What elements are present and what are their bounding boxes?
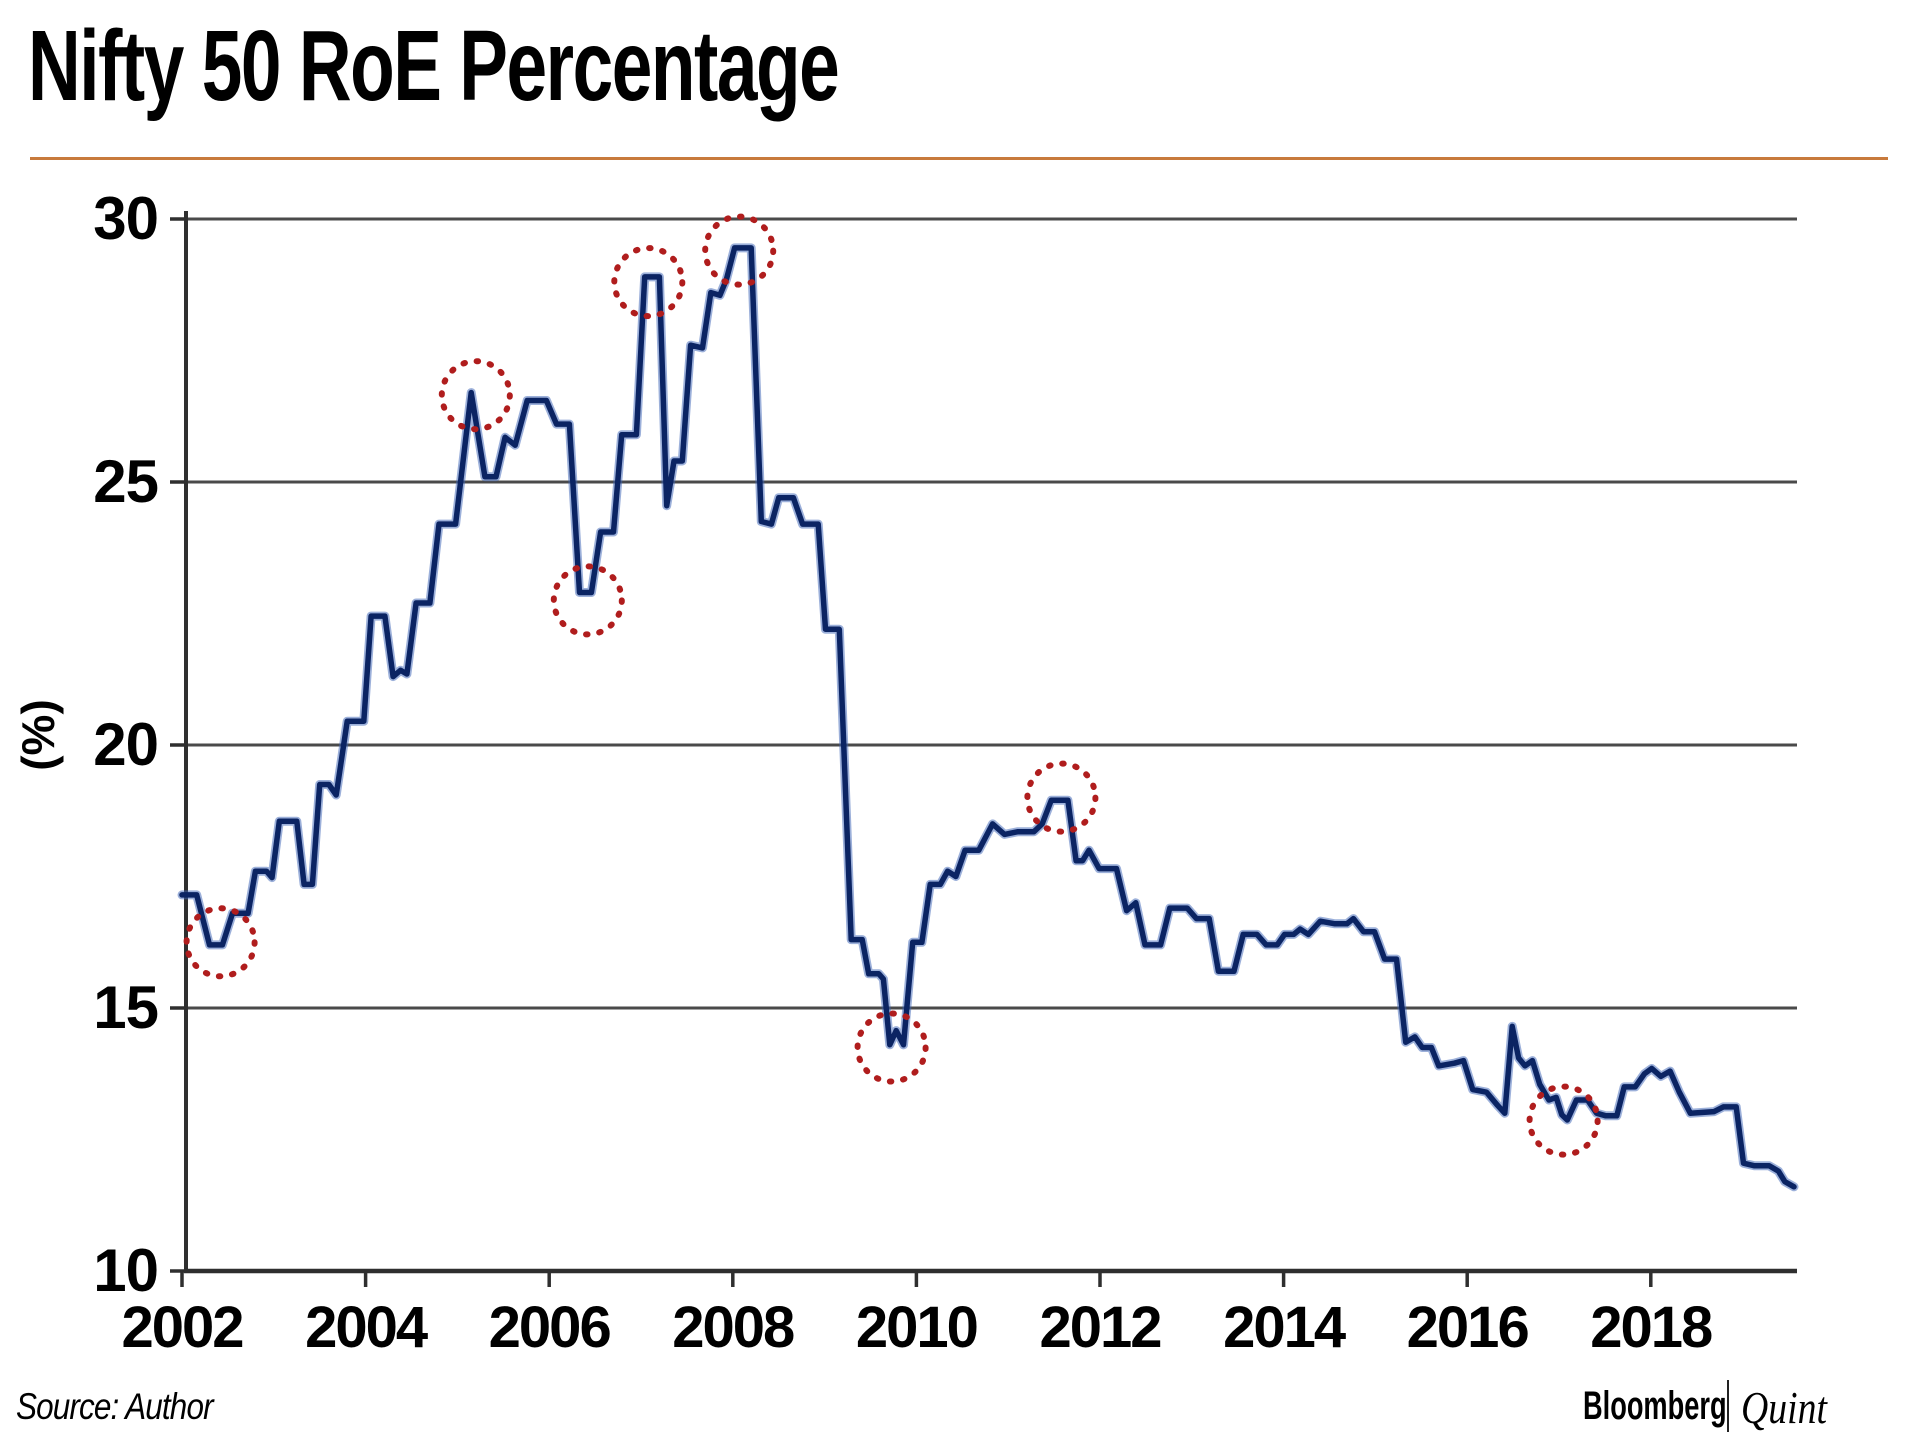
page-title: Nifty 50 RoE Percentage — [28, 10, 840, 122]
quint-wordmark: Quint — [1741, 1382, 1827, 1433]
roe-line — [179, 245, 1797, 1190]
x-tick-label-2012: 2012 — [1039, 1295, 1160, 1360]
y-tick-label-10: 10 — [93, 1237, 158, 1304]
highlight-circle-8 — [1526, 1083, 1601, 1158]
x-tick-label-2014: 2014 — [1223, 1295, 1346, 1360]
x-tick-label-2006: 2006 — [489, 1295, 611, 1360]
roe-line-glow — [177, 243, 1799, 1192]
highlight-circle-6 — [854, 1010, 929, 1085]
y-tick-label-20: 20 — [93, 711, 158, 778]
bloomberg-wordmark: Bloomberg — [1583, 1384, 1727, 1428]
highlight-circle-2 — [438, 358, 513, 433]
highlight-circle-1 — [183, 905, 258, 980]
highlight-circle-4 — [611, 245, 686, 320]
x-tick-label-2018: 2018 — [1590, 1295, 1712, 1360]
source-note: Source: Author — [16, 1386, 214, 1427]
y-tick-label-15: 15 — [93, 974, 158, 1041]
highlight-circle-7 — [1024, 760, 1099, 835]
x-tick-label-2010: 2010 — [856, 1295, 977, 1360]
title-accent-rule — [30, 157, 1888, 160]
y-tick-label-25: 25 — [93, 448, 158, 515]
highlight-circle-3 — [550, 563, 625, 638]
highlight-circle-5 — [702, 213, 777, 288]
x-tick-label-2016: 2016 — [1407, 1295, 1529, 1360]
x-tick-label-2008: 2008 — [672, 1295, 794, 1360]
y-tick-label-30: 30 — [93, 185, 158, 252]
logo-separator-bar — [1727, 1380, 1729, 1432]
x-tick-label-2002: 2002 — [121, 1295, 242, 1360]
x-tick-label-2004: 2004 — [305, 1295, 428, 1360]
